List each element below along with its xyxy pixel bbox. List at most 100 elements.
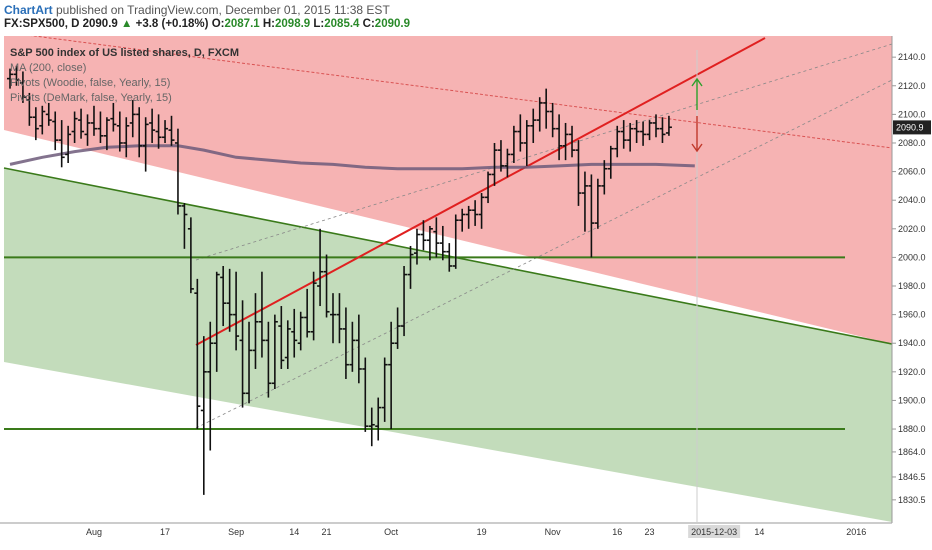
- y-tick-label: 1864.0: [898, 447, 926, 457]
- ohlc-bar: [536, 97, 543, 132]
- trend-lines: [3, 36, 893, 522]
- y-tick-label: 2040.0: [898, 195, 926, 205]
- x-tick-label: 2016: [846, 527, 866, 537]
- x-tick-label: Oct: [384, 527, 399, 537]
- ohlc-bar: [627, 122, 634, 152]
- ohlc-bar: [226, 268, 233, 332]
- ohlc-line: FX:SPX500, D 2090.9 ▲ +3.8 (+0.18%) O:20…: [4, 18, 410, 30]
- ohlc-bar: [162, 120, 169, 143]
- brand-name[interactable]: ChartArt: [4, 3, 53, 17]
- y-tick-label: 2120.0: [898, 81, 926, 91]
- ohlc-bar: [116, 111, 123, 152]
- ohlc-bars: [7, 65, 672, 495]
- ohlc-bar: [349, 321, 356, 372]
- ohlc-bar: [271, 314, 278, 389]
- y-tick-label: 2000.0: [898, 252, 926, 262]
- ohlc-bar: [246, 321, 253, 404]
- low-label: L:: [313, 18, 325, 30]
- ohlc-bar: [413, 228, 420, 265]
- x-tick-label: 2015-12-03: [691, 527, 737, 537]
- ohlc-bar: [181, 203, 188, 249]
- red-trend-line: [195, 37, 766, 346]
- ohlc-bar: [155, 114, 162, 149]
- x-tick-label: 14: [754, 527, 764, 537]
- ohlc-bar: [433, 217, 440, 258]
- price-tag-bg: [893, 120, 931, 135]
- ohlc-bar: [562, 122, 569, 161]
- ohlc-bar: [459, 208, 466, 232]
- x-tick-label: Aug: [86, 527, 102, 537]
- ohlc-bar: [594, 178, 601, 229]
- channel-fills: [4, 36, 892, 522]
- ohlc-bar: [388, 321, 395, 430]
- ohlc-bar: [239, 300, 246, 408]
- ohlc-bar: [465, 205, 472, 229]
- ohlc-bar: [45, 102, 52, 126]
- change-value: +3.8 (+0.18%): [135, 18, 209, 30]
- x-tick-label: 17: [160, 527, 170, 537]
- ohlc-bar: [640, 121, 647, 146]
- ohlc-bar: [78, 108, 85, 139]
- ohlc-bar: [32, 107, 39, 141]
- ohlc-bar: [575, 140, 582, 206]
- legend-pivot-woodie[interactable]: Pivots (Woodie, false, Yearly, 15): [10, 77, 171, 89]
- ohlc-bar: [142, 117, 149, 172]
- publish-line: ChartArt published on TradingView.com, D…: [4, 3, 390, 17]
- ohlc-bar: [19, 71, 26, 103]
- dashed-channel-line-lower: [195, 79, 893, 429]
- ohlc-bar: [265, 321, 272, 398]
- high-value: 2098.9: [275, 18, 311, 30]
- ohlc-bar: [381, 357, 388, 422]
- ohlc-bar: [620, 120, 627, 149]
- ohlc-bar: [439, 225, 446, 261]
- ohlc-bar: [659, 117, 666, 143]
- x-axis-panel: [0, 523, 892, 550]
- ohlc-bar: [252, 293, 259, 369]
- ohlc-bar: [342, 307, 349, 379]
- ohlc-bar: [607, 145, 614, 179]
- legend-pivot-demark[interactable]: Pivots (DeMark, false, Yearly, 15): [10, 92, 172, 104]
- ohlc-bar: [614, 125, 621, 158]
- chart-legend: S&P 500 index of US listed shares, D, FX…: [10, 46, 239, 106]
- price-tag-label: 2090.9: [896, 122, 924, 132]
- price-chart[interactable]: 2140.0 2120.0 2100.0 2080.0 2060.0 2040.0 2020…: [0, 36, 932, 550]
- arrows: [691, 77, 703, 153]
- ohlc-bar: [452, 214, 459, 269]
- ohlc-bar: [472, 200, 479, 226]
- ohlc-bar: [58, 120, 65, 168]
- symbol-label[interactable]: FX:SPX500, D: [4, 18, 80, 30]
- x-tick-label: 16: [612, 527, 622, 537]
- ohlc-bar: [368, 407, 375, 447]
- ohlc-bar: [569, 125, 576, 158]
- x-tick-label: 19: [477, 527, 487, 537]
- open-label: O:: [211, 18, 225, 30]
- ohlc-bar: [123, 117, 130, 158]
- ohlc-bar: [39, 105, 46, 135]
- ohlc-bar: [149, 108, 156, 143]
- ohlc-bar: [510, 125, 517, 164]
- ohlc-bar: [323, 254, 330, 318]
- ohlc-bar: [220, 265, 227, 327]
- y-tick-label: 1920.0: [898, 367, 926, 377]
- ohlc-bar: [530, 108, 537, 143]
- ohlc-bar: [129, 100, 136, 138]
- mid-channel-line: [3, 167, 893, 345]
- upper-channel-fill: [4, 36, 892, 344]
- ohlc-bar: [52, 111, 59, 151]
- y-tick-label: 2060.0: [898, 167, 926, 177]
- ohlc-bar: [601, 160, 608, 195]
- y-tick-label: 2020.0: [898, 224, 926, 234]
- legend-ma[interactable]: MA (200, close): [10, 62, 87, 74]
- ohlc-bar: [297, 311, 304, 351]
- ohlc-bar: [355, 314, 362, 384]
- x-tick-label: 21: [322, 527, 332, 537]
- legend-title[interactable]: S&P 500 index of US listed shares, D, FX…: [10, 47, 240, 59]
- ohlc-bar: [336, 293, 343, 344]
- ma-line: [9, 144, 695, 171]
- y-tick-label: 2140.0: [898, 52, 926, 62]
- ohlc-bar: [543, 88, 550, 129]
- upper-channel-edge: [30, 36, 893, 149]
- y-tick-label: 2080.0: [898, 138, 926, 148]
- ohlc-bar: [278, 306, 285, 369]
- ohlc-bar: [375, 397, 382, 441]
